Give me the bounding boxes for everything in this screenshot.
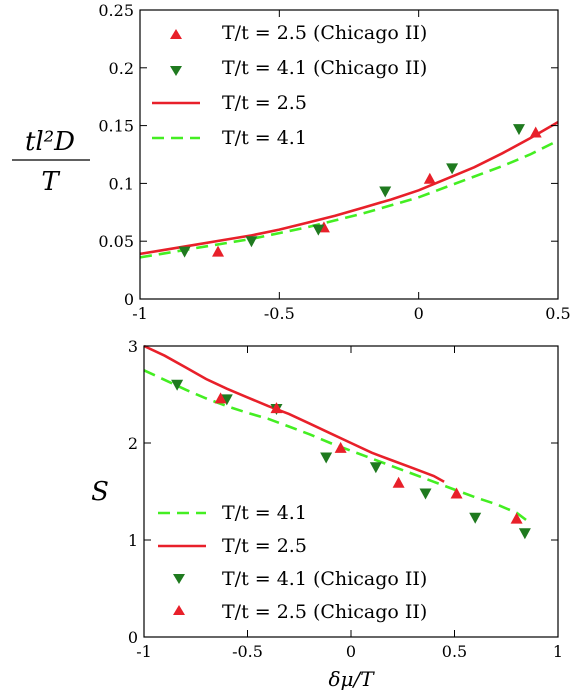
- bottom-x-tick-label: -0.5: [232, 642, 263, 661]
- bottom-data-point-triangle-down: [469, 512, 482, 524]
- top-legend-label-3: T/t = 2.5: [222, 92, 307, 114]
- bottom-data-point-triangle-up: [270, 402, 283, 414]
- top-panel: -1 -0.5 0 0.5 0 0.05 0.1 0.15 0.2 0.25 tl²D T T/t…: [12, 1, 571, 323]
- top-plot-frame: [139, 9, 559, 300]
- top-legend-label-4: T/t = 4.1: [222, 127, 307, 149]
- top-data-point-triangle-up: [212, 245, 225, 257]
- top-data-point-triangle-down: [446, 163, 459, 175]
- bottom-ticks: -1 -0.5 0 0.5 1 0 1 2 3: [128, 337, 563, 661]
- bottom-data-point-triangle-up: [334, 441, 347, 453]
- bottom-legend: T/t = 4.1 T/t = 2.5 T/t = 4.1 (Chicago I…: [158, 502, 427, 623]
- top-series-line-dashed: [139, 139, 559, 259]
- bottom-legend-label-2: T/t = 2.5: [222, 535, 307, 557]
- top-legend-label-1: T/t = 2.5 (Chicago II): [222, 22, 427, 44]
- bottom-data-point-triangle-up: [392, 476, 405, 488]
- top-data-point-triangle-up: [423, 172, 436, 184]
- top-y-tick-label: 0.1: [109, 174, 134, 193]
- bottom-data-point-triangle-down: [518, 528, 531, 540]
- bottom-data-point-triangle-up: [450, 487, 463, 499]
- top-data-point-triangle-down: [312, 224, 325, 236]
- bottom-panel: -1 -0.5 0 0.5 1 0 1 2 3 S δμ/T T/t = 4.1 T/t = 2…: [91, 337, 563, 691]
- bottom-plot-marks: [143, 344, 531, 540]
- top-data-point-triangle-down: [245, 236, 258, 248]
- bottom-x-tick-label: 0.5: [442, 642, 467, 661]
- top-y-tick-label: 0.2: [109, 59, 134, 78]
- top-y-axis-label: tl²D T: [12, 127, 90, 197]
- bottom-legend-label-3: T/t = 4.1 (Chicago II): [222, 568, 427, 590]
- top-ticks: -1 -0.5 0 0.5 0 0.05 0.1 0.15 0.2 0.25: [98, 1, 570, 323]
- bottom-plot-frame: [143, 345, 559, 638]
- bottom-legend-label-1: T/t = 4.1: [222, 502, 307, 524]
- top-data-point-triangle-down: [178, 246, 191, 258]
- top-x-tick-label: -1: [132, 304, 148, 323]
- top-data-point-triangle-up: [529, 126, 542, 138]
- legend-marker-red-triangle-up: [173, 605, 185, 615]
- bottom-x-tick-label: 0: [346, 642, 356, 661]
- top-legend: T/t = 2.5 (Chicago II) T/t = 4.1 (Chicag…: [152, 22, 427, 149]
- top-y-label-numerator: tl²D: [25, 127, 75, 157]
- bottom-data-point-triangle-down: [171, 379, 184, 391]
- bottom-data-point-triangle-down: [419, 488, 432, 500]
- bottom-data-point-triangle-up: [214, 392, 227, 404]
- bottom-series-line-solid: [143, 344, 445, 483]
- bottom-y-tick-label: 2: [128, 434, 138, 453]
- bottom-x-tick-label: -1: [136, 642, 152, 661]
- legend-marker-green-triangle-down: [173, 574, 185, 584]
- bottom-legend-label-4: T/t = 2.5 (Chicago II): [222, 601, 427, 623]
- bottom-data-point-triangle-up: [510, 512, 523, 524]
- top-data-point-triangle-down: [512, 124, 525, 136]
- bottom-y-axis-label: S: [91, 477, 109, 507]
- bottom-data-point-triangle-down: [369, 462, 382, 474]
- top-x-tick-label: 0.5: [545, 304, 570, 323]
- legend-marker-red-triangle-up: [170, 29, 182, 39]
- bottom-x-axis-label: δμ/T: [328, 667, 375, 691]
- bottom-y-tick-label: 1: [128, 531, 138, 550]
- top-y-tick-label: 0.15: [98, 117, 134, 136]
- bottom-y-tick-label: 3: [128, 337, 138, 356]
- top-x-tick-label: 0: [414, 304, 424, 323]
- top-y-label-denominator: T: [41, 167, 60, 197]
- bottom-data-point-triangle-down: [320, 452, 333, 464]
- bottom-x-tick-label: 1: [553, 642, 563, 661]
- bottom-y-tick-label: 0: [128, 628, 138, 647]
- bottom-data-point-triangle-down: [220, 394, 233, 406]
- top-x-tick-label: -0.5: [264, 304, 295, 323]
- top-legend-label-2: T/t = 4.1 (Chicago II): [222, 57, 427, 79]
- top-plot-marks: [139, 120, 559, 259]
- top-y-tick-label: 0: [124, 290, 134, 309]
- top-series-line-solid: [139, 120, 559, 256]
- top-y-tick-label: 0.25: [98, 1, 134, 20]
- bottom-series-line-dashed: [143, 369, 528, 522]
- legend-marker-green-triangle-down: [170, 66, 182, 76]
- top-y-tick-label: 0.05: [98, 232, 134, 251]
- top-data-point-triangle-down: [379, 186, 392, 198]
